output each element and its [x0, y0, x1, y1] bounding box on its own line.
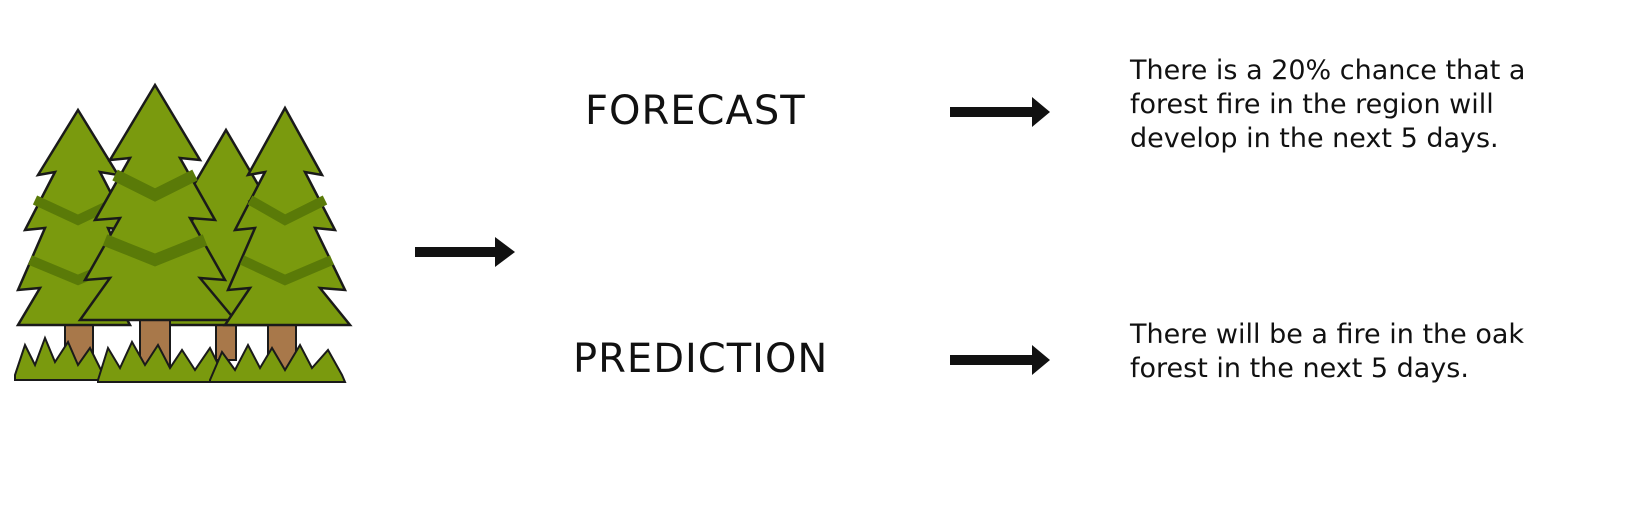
- forecast-description-line: There is a 20% chance that a: [1130, 55, 1526, 86]
- forecast-description-line: forest fire in the region will: [1130, 89, 1494, 120]
- prediction-description-line: There will be a fire in the oak: [1130, 319, 1525, 350]
- prediction-description-line: forest in the next 5 days.: [1130, 353, 1469, 384]
- forecast-label: FORECAST: [585, 88, 806, 134]
- prediction-label: PREDICTION: [573, 336, 829, 382]
- prediction-description: There will be a fire in the oak forest i…: [1130, 318, 1524, 386]
- forecast-description-line: develop in the next 5 days.: [1130, 123, 1499, 154]
- pine-tree-right: [222, 105, 353, 376]
- pine-tree-tall: [77, 82, 238, 376]
- forecast-description: There is a 20% chance that a forest fire…: [1130, 54, 1525, 156]
- pine-forest-icon: [14, 82, 353, 383]
- right-arrow-icon: [415, 237, 515, 267]
- grass: [14, 335, 347, 383]
- right-arrow-icon: [950, 97, 1050, 127]
- right-arrow-icon: [950, 345, 1050, 375]
